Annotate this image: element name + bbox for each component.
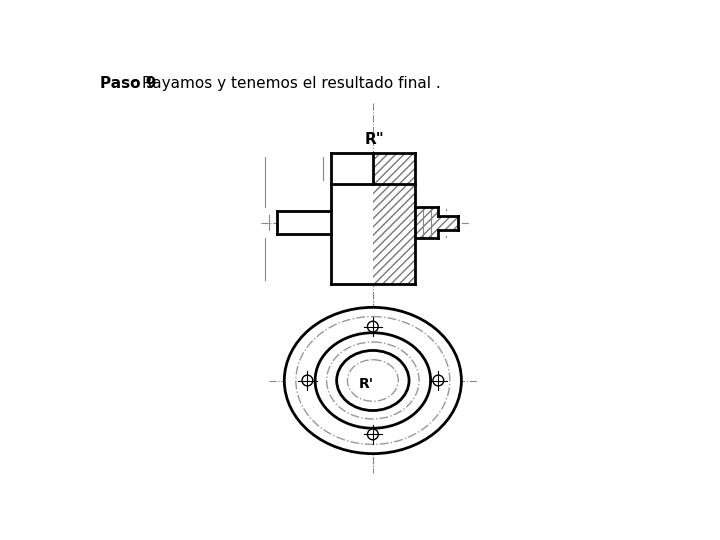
Text: R": R"	[364, 132, 384, 147]
Polygon shape	[373, 153, 415, 284]
Ellipse shape	[337, 350, 409, 410]
Bar	[276, 211, 330, 234]
Circle shape	[433, 375, 444, 386]
Polygon shape	[438, 215, 457, 230]
Circle shape	[367, 429, 378, 440]
Ellipse shape	[315, 333, 431, 428]
Bar	[330, 153, 373, 184]
Polygon shape	[415, 207, 438, 238]
Text: Paso 9: Paso 9	[99, 76, 156, 91]
Ellipse shape	[284, 307, 462, 454]
Text: R': R'	[359, 377, 374, 392]
Text: : Rayamos y tenemos el resultado final .: : Rayamos y tenemos el resultado final .	[132, 76, 441, 91]
Circle shape	[302, 375, 312, 386]
Bar	[330, 184, 373, 284]
Circle shape	[367, 321, 378, 332]
